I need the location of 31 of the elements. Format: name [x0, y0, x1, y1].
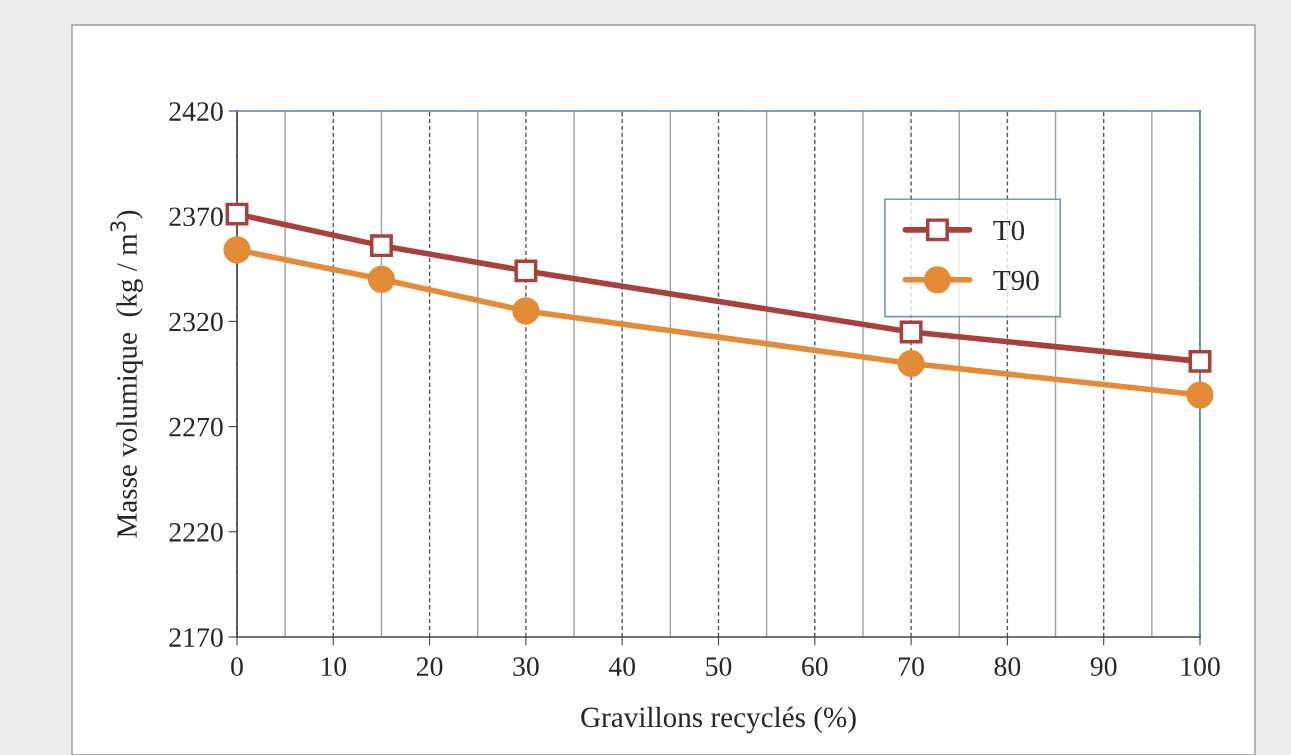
y-tick-label: 2320	[169, 312, 223, 332]
x-tick-label: 90	[1090, 657, 1117, 676]
x-tick-label: 40	[608, 657, 636, 676]
x-tick-label: 80	[994, 657, 1021, 676]
point	[369, 234, 393, 258]
x-tick-label: 0	[231, 657, 243, 676]
x-tick-label: 60	[802, 657, 828, 676]
legend-label: T90	[993, 270, 1039, 291]
x-tick-label: 100	[1181, 657, 1220, 676]
x-tick-label: 10	[321, 657, 347, 676]
point	[1188, 349, 1212, 373]
y-tick-label: 2370	[169, 207, 223, 227]
x-tick-label: 50	[706, 657, 732, 676]
point	[899, 320, 923, 344]
x-tick-label: 20	[416, 657, 443, 676]
point	[225, 202, 249, 226]
x-tick-label: 70	[899, 657, 924, 676]
y-tick-label: 2420	[169, 102, 223, 121]
point	[1186, 381, 1214, 409]
y-axis-title: Masse volumique (kg / m$^{3}$)	[110, 210, 143, 538]
legend-label: T0	[993, 220, 1025, 241]
point	[897, 349, 925, 378]
y-tick-label: 2170	[169, 628, 223, 647]
point	[367, 265, 395, 293]
point	[512, 297, 540, 325]
y-tick-label: 2220	[169, 522, 223, 542]
point	[514, 259, 538, 283]
point	[223, 236, 251, 264]
y-tick-label: 2270	[169, 417, 223, 437]
x-axis-title: Gravillons recyclés (%)	[581, 706, 856, 734]
x-tick-label: 30	[513, 657, 539, 676]
